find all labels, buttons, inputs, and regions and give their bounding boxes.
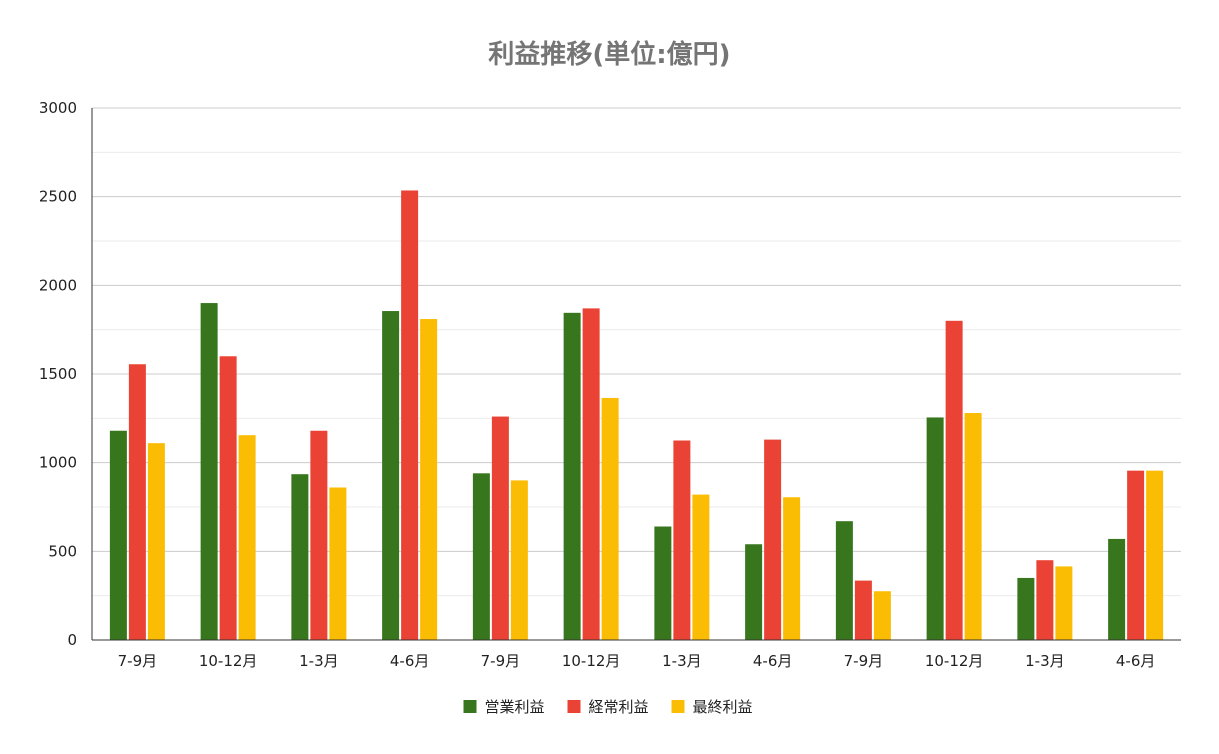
bar — [420, 319, 438, 640]
y-tick-label: 500 — [48, 542, 77, 560]
bar — [854, 580, 872, 640]
bar — [764, 439, 782, 640]
bar — [491, 416, 509, 640]
bar — [1055, 566, 1073, 640]
x-tick-label: 7-9月 — [844, 652, 884, 670]
bar — [654, 526, 672, 640]
y-tick-label: 0 — [67, 631, 77, 649]
bar — [783, 497, 801, 640]
bar — [964, 413, 982, 640]
x-tick-label: 10-12月 — [199, 652, 258, 670]
y-tick-label: 3000 — [39, 99, 77, 117]
x-tick-label: 4-6月 — [753, 652, 793, 670]
legend-label: 営業利益 — [485, 698, 545, 716]
bar — [563, 312, 581, 640]
legend-swatch — [567, 700, 581, 713]
bar — [329, 487, 347, 640]
x-tick-label: 10-12月 — [925, 652, 984, 670]
bar — [109, 430, 127, 640]
bar — [1108, 538, 1126, 640]
bar — [873, 591, 891, 640]
bar — [128, 364, 146, 640]
bar — [745, 544, 763, 640]
bar — [147, 443, 165, 640]
x-tick-label: 10-12月 — [562, 652, 621, 670]
bar — [1017, 577, 1035, 640]
bar — [219, 356, 237, 640]
legend-label: 経常利益 — [589, 698, 649, 716]
x-tick-label: 1-3月 — [1025, 652, 1065, 670]
bar — [510, 480, 528, 640]
bar — [472, 473, 490, 640]
bar — [401, 190, 419, 640]
x-tick-label: 1-3月 — [662, 652, 702, 670]
bar — [601, 397, 619, 640]
legend-swatch — [671, 700, 685, 713]
bar — [926, 417, 944, 640]
bar — [945, 320, 963, 640]
bar — [1146, 470, 1164, 640]
bar — [382, 311, 400, 640]
bar — [673, 440, 691, 640]
legend-swatch — [463, 700, 477, 713]
x-tick-label: 7-9月 — [481, 652, 521, 670]
legend-label: 最終利益 — [693, 698, 753, 716]
bar — [1127, 470, 1145, 640]
chart-title: 利益推移(単位:億円) — [488, 40, 731, 70]
y-tick-label: 1500 — [39, 365, 77, 383]
x-tick-label: 1-3月 — [299, 652, 339, 670]
bar — [835, 521, 853, 640]
bar — [692, 494, 710, 640]
bar — [1036, 560, 1054, 640]
bar — [200, 303, 218, 640]
y-tick-label: 2500 — [39, 188, 77, 206]
bar — [582, 308, 600, 640]
x-tick-label: 4-6月 — [1116, 652, 1156, 670]
y-tick-label: 2000 — [39, 276, 77, 294]
y-tick-label: 1000 — [39, 454, 77, 472]
bar — [238, 435, 256, 640]
x-tick-label: 4-6月 — [390, 652, 430, 670]
x-tick-label: 7-9月 — [118, 652, 158, 670]
bar — [310, 430, 328, 640]
bar — [291, 474, 309, 640]
